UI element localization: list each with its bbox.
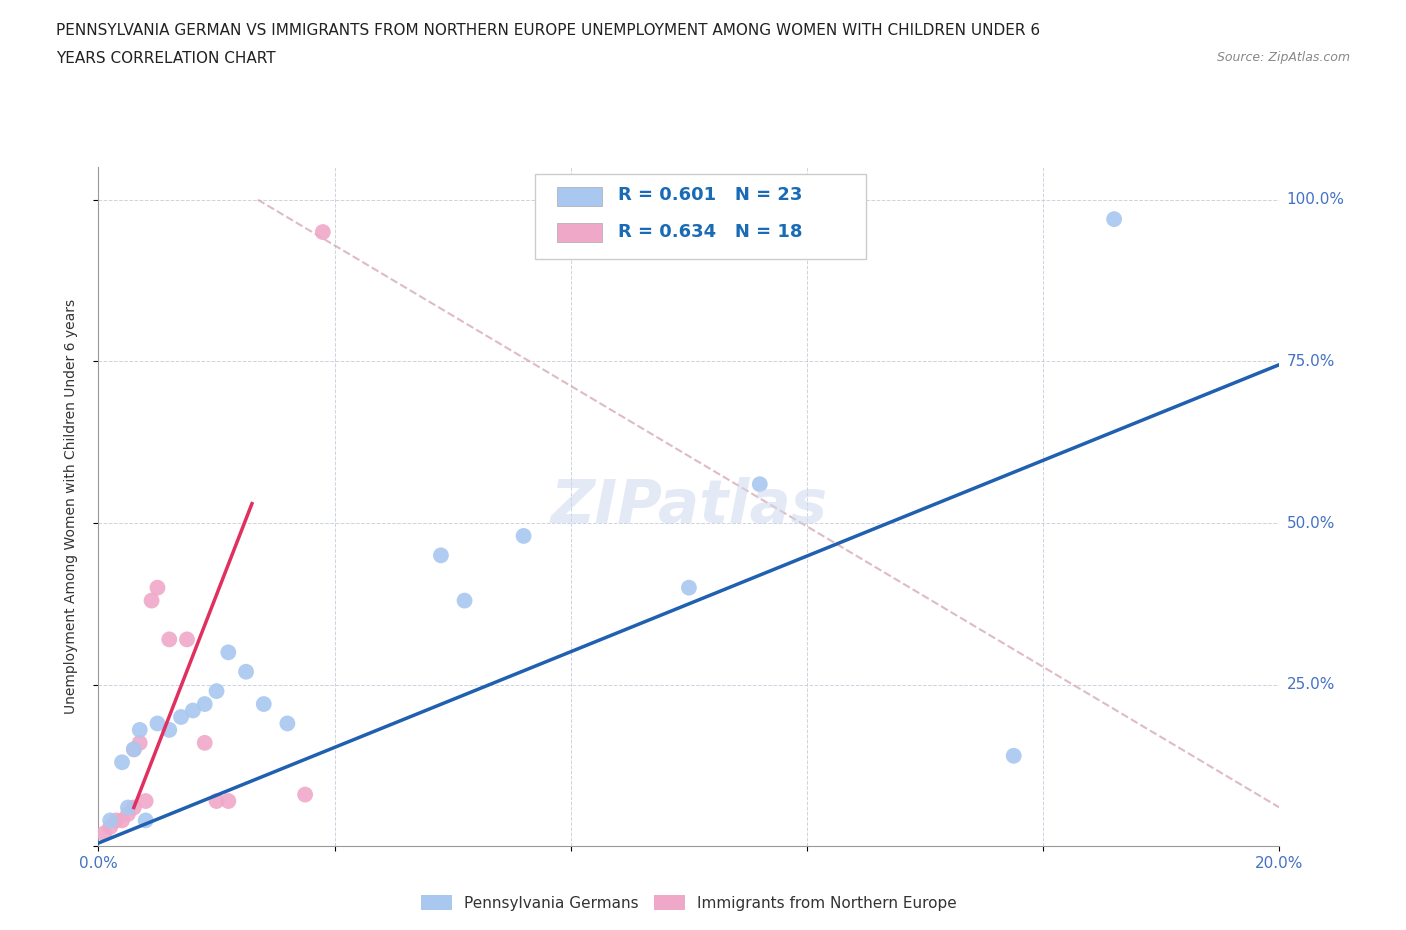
Point [253, 697, 276, 711]
Point [205, 684, 228, 698]
Text: PENNSYLVANIA GERMAN VS IMMIGRANTS FROM NORTHERN EUROPE UNEMPLOYMENT AMONG WOMEN : PENNSYLVANIA GERMAN VS IMMIGRANTS FROM N… [56, 23, 1040, 38]
Point [157, 723, 180, 737]
Point [111, 813, 134, 828]
Point [276, 716, 298, 731]
Text: R = 0.634   N = 18: R = 0.634 N = 18 [619, 223, 803, 241]
Point [170, 710, 193, 724]
Text: 25.0%: 25.0% [1286, 677, 1334, 692]
Point [194, 736, 217, 751]
Point [194, 697, 217, 711]
Point [98, 813, 121, 828]
FancyBboxPatch shape [536, 174, 866, 259]
Point [98, 819, 121, 834]
Point [157, 632, 180, 647]
Point [217, 793, 239, 808]
Point [135, 813, 157, 828]
Text: 100.0%: 100.0% [1286, 193, 1344, 207]
Point [176, 632, 198, 647]
Point [453, 593, 475, 608]
Point [678, 580, 700, 595]
Point [748, 477, 770, 492]
Point [117, 800, 139, 815]
Point [1102, 212, 1125, 227]
Text: 75.0%: 75.0% [1286, 354, 1334, 369]
Point [512, 528, 534, 543]
FancyBboxPatch shape [557, 223, 602, 242]
FancyBboxPatch shape [557, 187, 602, 206]
Point [235, 664, 257, 679]
Point [312, 225, 335, 240]
Text: R = 0.601   N = 23: R = 0.601 N = 23 [619, 186, 803, 205]
Point [122, 800, 145, 815]
Point [205, 793, 228, 808]
Point [146, 716, 169, 731]
Text: Source: ZipAtlas.com: Source: ZipAtlas.com [1216, 51, 1350, 64]
Point [135, 793, 157, 808]
Text: ZIPatlas: ZIPatlas [550, 477, 828, 537]
Legend: Pennsylvania Germans, Immigrants from Northern Europe: Pennsylvania Germans, Immigrants from No… [415, 888, 963, 917]
Text: YEARS CORRELATION CHART: YEARS CORRELATION CHART [56, 51, 276, 66]
Point [117, 806, 139, 821]
Point [146, 580, 169, 595]
Point [217, 644, 239, 659]
Y-axis label: Unemployment Among Women with Children Under 6 years: Unemployment Among Women with Children U… [63, 299, 77, 714]
Point [122, 742, 145, 757]
Point [128, 736, 150, 751]
Point [128, 723, 150, 737]
Point [181, 703, 204, 718]
Point [294, 787, 316, 802]
Point [105, 813, 128, 828]
Point [111, 755, 134, 770]
Point [122, 742, 145, 757]
Point [141, 593, 163, 608]
Text: 50.0%: 50.0% [1286, 515, 1334, 530]
Point [430, 548, 453, 563]
Point [93, 826, 115, 841]
Point [1002, 749, 1025, 764]
